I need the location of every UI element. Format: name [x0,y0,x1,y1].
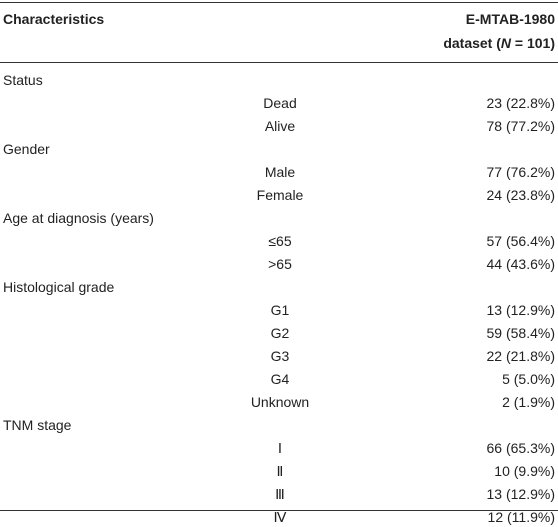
row-value: 57 (56.4%) [486,233,555,249]
row-value: 13 (12.9%) [486,302,555,318]
row-value: 13 (12.9%) [486,486,555,502]
row-value: 2 (1.9%) [502,394,555,410]
row-label: >65 [268,256,292,272]
row-value: 59 (58.4%) [486,325,555,341]
row-label: Ⅱ [276,463,284,479]
row-label: Dead [263,95,297,111]
row-value: 78 (77.2%) [486,118,555,134]
top-rule [0,2,558,3]
row-label: G2 [270,325,290,341]
group-label: Histological grade [3,279,115,295]
header-cell: E-MTAB-1980 [465,11,555,27]
row-value: 77 (76.2%) [486,164,555,180]
header-text: = 101) [511,35,555,51]
row-value: 23 (22.8%) [486,95,555,111]
row-value: 44 (43.6%) [486,256,555,272]
row-value: 5 (5.0%) [502,371,555,387]
group-label: TNM stage [3,417,72,433]
row-label: G3 [270,348,290,364]
row-value: 12 (11.9%) [487,509,555,525]
row-label: Ⅲ [275,486,285,502]
header-rule [0,62,558,63]
row-label: Ⅳ [273,509,287,525]
row-label: ≤65 [268,233,292,249]
row-label: Female [256,187,304,203]
row-value: 24 (23.8%) [486,187,555,203]
bottom-rule [0,510,558,511]
row-value: 10 (9.9%) [494,463,555,479]
header-cell: dataset (N = 101) [443,33,555,53]
row-label: Unknown [250,394,310,410]
header-cell: Characteristics [3,11,105,27]
row-label: G4 [270,371,290,387]
row-value: 22 (21.8%) [486,348,555,364]
header-text: dataset ( [443,35,501,51]
row-label: G1 [270,302,290,318]
row-label: Ⅰ [277,440,283,456]
header-text: N [500,35,512,51]
group-label: Status [3,72,43,88]
row-value: 66 (65.3%) [486,440,555,456]
row-label: Male [264,164,296,180]
group-label: Gender [3,141,50,157]
group-label: Age at diagnosis (years) [3,210,154,226]
row-label: Alive [264,118,296,134]
